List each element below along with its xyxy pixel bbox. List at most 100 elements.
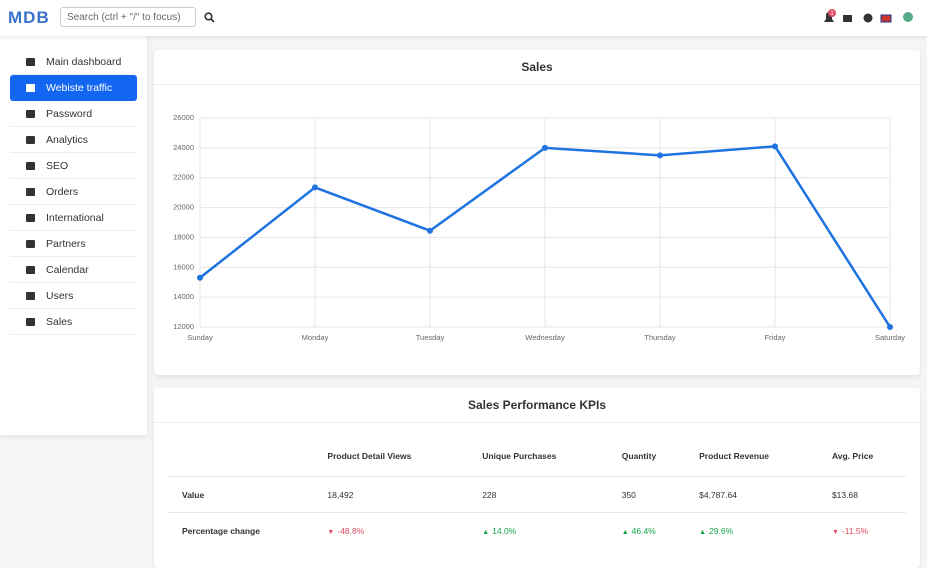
table-cell: $13.68 bbox=[817, 476, 906, 513]
header-cell: Unique Purchases bbox=[482, 451, 557, 461]
badge bbox=[828, 9, 836, 17]
y-tick-label: 26000 bbox=[173, 113, 194, 122]
cell-text: 228 bbox=[482, 489, 497, 500]
header-cell: Quantity bbox=[621, 451, 657, 461]
sidebar-icon bbox=[26, 84, 35, 92]
cell-text: 18,492 bbox=[327, 489, 354, 500]
table-cell: ▼ -11.5% bbox=[817, 512, 906, 548]
x-tick-label: Sunday bbox=[187, 333, 213, 342]
sidebar-item[interactable]: Sales bbox=[10, 309, 137, 335]
chart-card: Sales 12000 14000 16000 18000 20000 22000 2400… bbox=[154, 50, 920, 375]
sidebar-label: Users bbox=[46, 290, 74, 302]
avatar[interactable] bbox=[903, 12, 913, 22]
sidebar-item[interactable]: Webiste traffic bbox=[10, 75, 137, 101]
y-tick-label: 22000 bbox=[173, 173, 194, 182]
point bbox=[887, 324, 893, 330]
kpi-table: Product Detail Views Unique Purchases Quan… bbox=[168, 436, 906, 548]
y-tick-label: 20000 bbox=[173, 203, 194, 212]
trend-arrow: ▼ bbox=[831, 528, 839, 536]
sidebar-item[interactable]: SEO bbox=[10, 153, 137, 179]
row-label: Value bbox=[168, 476, 314, 513]
table-cell: 350 bbox=[607, 476, 686, 513]
sidebar-icon bbox=[26, 136, 35, 144]
sidebar-label: Main dashboard bbox=[46, 56, 122, 68]
y-tick-label: 24000 bbox=[173, 143, 194, 152]
x-tick-label: Tuesday bbox=[416, 333, 445, 342]
trend-arrow: ▲ bbox=[482, 528, 490, 536]
trend-arrow: ▼ bbox=[327, 528, 335, 536]
table-cell: ▲ 46.4% bbox=[607, 512, 686, 548]
logo[interactable]: MDB bbox=[8, 8, 50, 27]
x-tick-label: Friday bbox=[765, 333, 786, 342]
page: {"navbar":{"logo":"MDB","search_placehol… bbox=[8, 7, 920, 548]
table-row: Value 18,492 228 350 $4,787.64 $13.68 bbox=[168, 476, 906, 513]
cell-text: -11.5% bbox=[841, 525, 869, 536]
point bbox=[772, 143, 778, 150]
header-cell bbox=[168, 436, 313, 477]
y-tick-label: 14000 bbox=[173, 292, 194, 301]
sidebar-icon bbox=[26, 110, 35, 118]
point bbox=[427, 227, 433, 234]
y-tick-label: 16000 bbox=[173, 262, 194, 271]
sidebar-label: Sales bbox=[46, 316, 73, 328]
sidebar-label: Partners bbox=[46, 238, 86, 250]
sidebar-label: Analytics bbox=[46, 134, 89, 146]
cell-text: 14.0% bbox=[492, 525, 517, 536]
nav-icons: 1 bbox=[824, 9, 913, 23]
sidebar-icon bbox=[26, 58, 35, 66]
card-title: Sales Performance KPIs bbox=[467, 398, 607, 412]
table-cell: ▲ 14.0% bbox=[468, 512, 608, 548]
cell-text: -48.8% bbox=[337, 525, 365, 536]
sidebar-label: SEO bbox=[46, 160, 69, 172]
table-cell: ▼ -48.8% bbox=[313, 512, 469, 548]
sidebar-icon bbox=[26, 188, 35, 196]
x-tick-label: Wednesday bbox=[525, 333, 565, 342]
trend-arrow: ▲ bbox=[621, 528, 629, 536]
cell-text: $4,787.64 bbox=[699, 489, 737, 500]
sidebar-icon bbox=[26, 292, 35, 300]
trend-arrow: ▲ bbox=[699, 528, 707, 536]
sidebar-icon bbox=[26, 214, 35, 222]
y-tick-label: 12000 bbox=[173, 322, 194, 331]
sidebar-icon bbox=[26, 318, 35, 326]
header-cell: Avg. Price bbox=[831, 451, 874, 461]
sidebar-item[interactable]: Partners bbox=[10, 231, 137, 257]
x-tick-label: Monday bbox=[302, 333, 329, 342]
table-cell: ▲ 29.6% bbox=[685, 512, 818, 548]
header-cell: Product Detail Views bbox=[327, 451, 412, 461]
sidebar-label: Webiste traffic bbox=[46, 82, 113, 94]
table-row: Percentage change ▼ -48.8% ▲ 14.0% ▲ 46.4% ▲ 29.… bbox=[168, 512, 906, 548]
notification-count: 1 bbox=[830, 11, 834, 17]
sidebar-label: Orders bbox=[46, 186, 79, 198]
sidebar-item[interactable]: Analytics bbox=[10, 127, 137, 153]
sidebar-item[interactable]: Users bbox=[10, 283, 137, 309]
sidebar-item[interactable]: Main dashboard bbox=[10, 49, 137, 75]
cell-text: $13.68 bbox=[831, 489, 858, 500]
point bbox=[197, 274, 203, 281]
cell-text: 29.6% bbox=[709, 525, 734, 536]
header-cell: Product Revenue bbox=[699, 451, 770, 461]
point bbox=[657, 152, 663, 159]
sidebar-item[interactable]: Orders bbox=[10, 179, 137, 205]
cell-text: 350 bbox=[621, 489, 636, 500]
theme-icon[interactable] bbox=[843, 15, 852, 22]
sidebar-icon bbox=[26, 240, 35, 248]
table-cell: 18,492 bbox=[313, 476, 469, 513]
github-icon[interactable] bbox=[863, 13, 873, 23]
y-tick-label: 18000 bbox=[173, 232, 194, 241]
header-row: Product Detail Views Unique Purchases Quan… bbox=[168, 436, 906, 477]
sidebar-item[interactable]: International bbox=[10, 205, 137, 231]
row-label: Percentage change bbox=[168, 512, 314, 548]
search-input[interactable]: Search (ctrl + "/" to focus) bbox=[60, 7, 196, 27]
sidebar-item[interactable]: Password bbox=[10, 101, 137, 127]
kpi-card: Sales Performance KPIs Product Detail Vi… bbox=[154, 388, 920, 568]
flag-icon[interactable] bbox=[880, 14, 892, 23]
sidebar-label: International bbox=[46, 212, 104, 224]
search-icon[interactable] bbox=[204, 12, 215, 23]
chart: 12000 14000 16000 18000 20000 22000 24000 26000… bbox=[173, 113, 905, 342]
cell-text: 46.4% bbox=[631, 525, 656, 536]
sidebar-item[interactable]: Calendar bbox=[10, 257, 137, 283]
table-cell: 228 bbox=[468, 476, 608, 513]
sidebar-icon bbox=[26, 266, 35, 274]
card-title: Sales bbox=[521, 60, 553, 74]
